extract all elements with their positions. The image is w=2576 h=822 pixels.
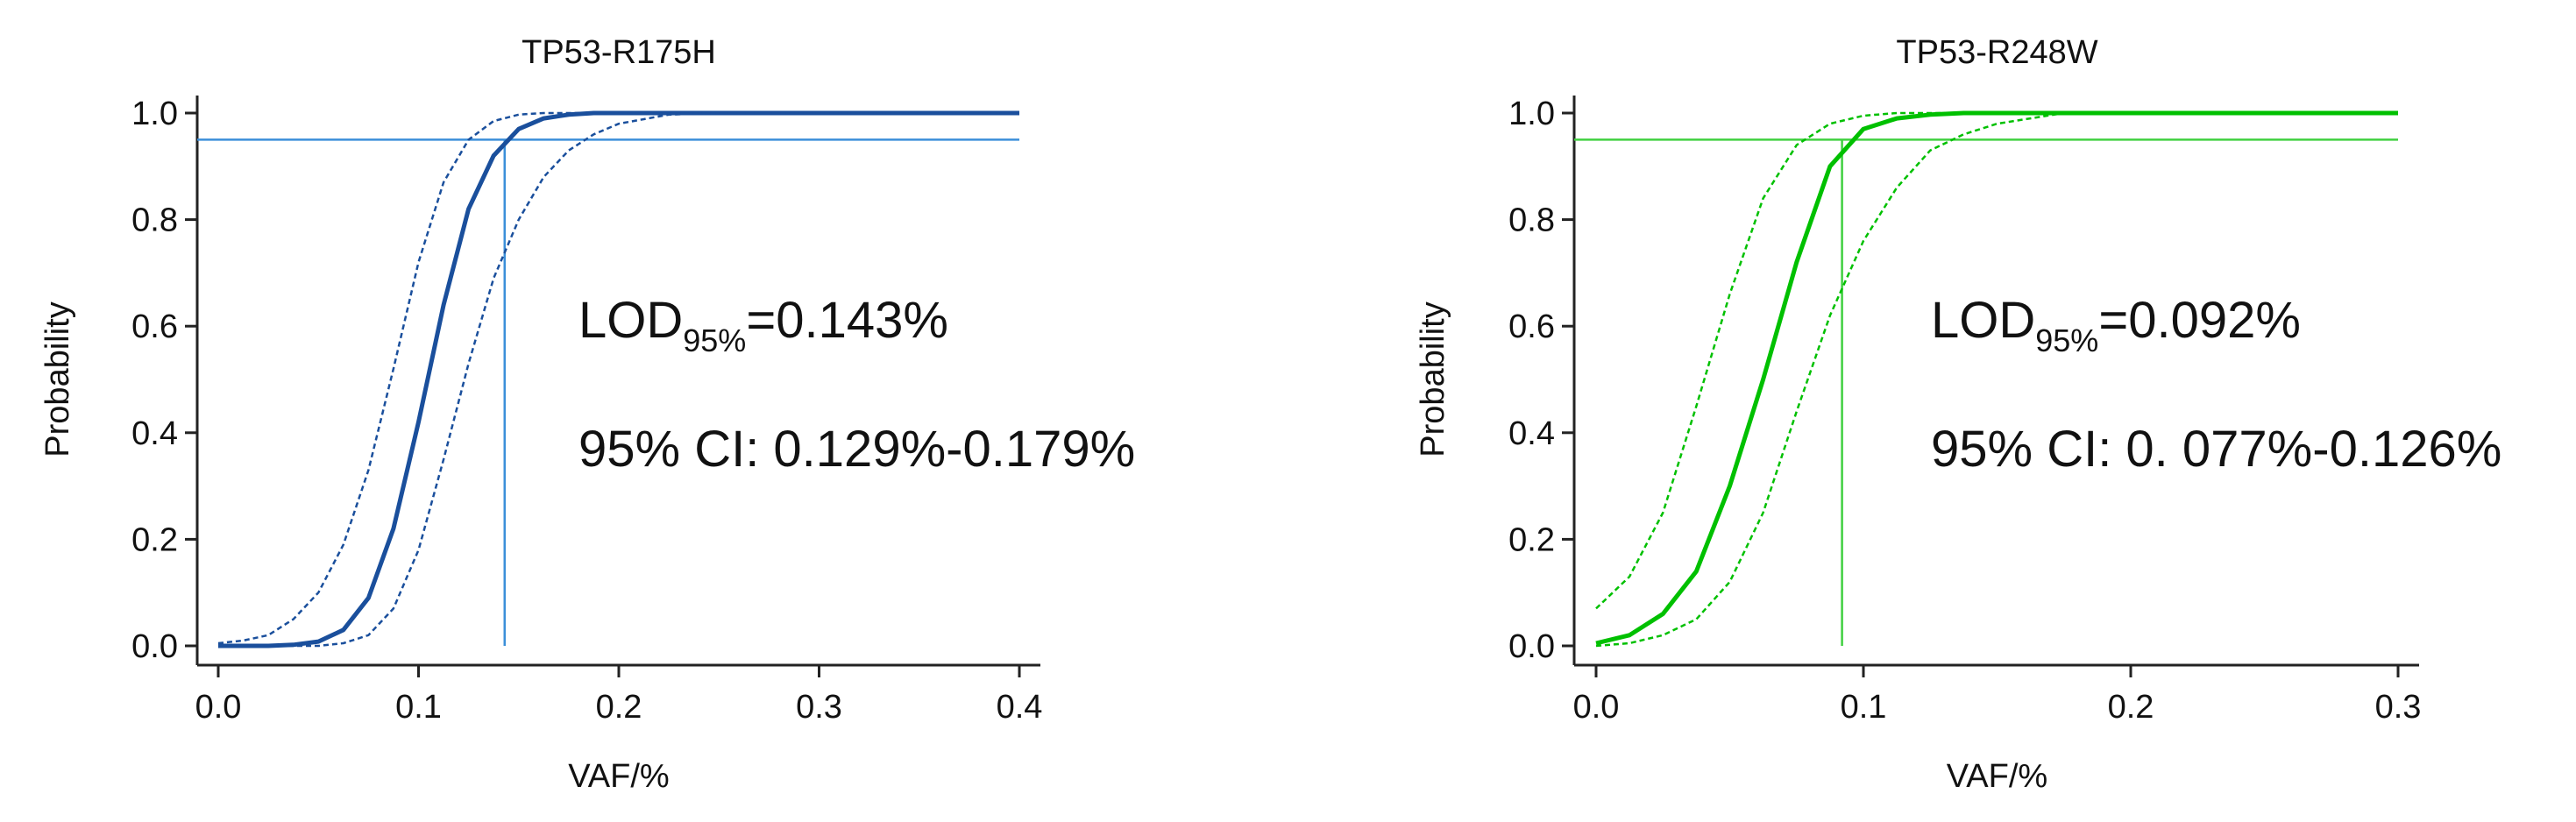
- ci-label: 95% CI: 0.129%-0.179%: [578, 421, 1135, 478]
- ci-curve: [1595, 111, 2398, 648]
- y-tick-label: 1.0: [1508, 96, 1555, 132]
- y-tick-label: 0.0: [131, 628, 178, 665]
- ci-curve: [1595, 111, 2398, 610]
- ci-label: 95% CI: 0. 077%-0.126%: [1931, 421, 2501, 478]
- y-tick-label: 1.0: [131, 96, 178, 132]
- x-tick-label: 0.2: [596, 689, 642, 726]
- y-tick-label: 0.6: [131, 308, 178, 345]
- y-tick-label: 0.6: [1508, 308, 1555, 345]
- x-tick-label: 0.0: [1573, 689, 1620, 726]
- lod-rest: =0.092%: [2098, 292, 2301, 349]
- x-axis-label: VAF/%: [568, 758, 669, 795]
- y-tick-label: 0.2: [1508, 521, 1555, 558]
- lod-label: LOD95%=0.143%: [578, 292, 948, 358]
- lod-rest: =0.143%: [746, 292, 948, 349]
- y-axis-label: Probability: [39, 301, 76, 457]
- y-tick-label: 0.8: [131, 202, 178, 239]
- lod-main: LOD: [1931, 292, 2035, 349]
- chart-title: TP53-R175H: [522, 34, 716, 71]
- y-tick-label: 0.2: [131, 521, 178, 558]
- chart: 0.0 0.2 0.4 0.6 0.8 1.0 0.0 0.1 0.2 0.3 0.4 TP53-R1…: [39, 34, 1135, 795]
- x-tick-label: 0.4: [997, 689, 1043, 726]
- y-tick-label: 0.4: [1508, 415, 1555, 452]
- ci-curve: [218, 111, 1019, 648]
- x-tick-label: 0.1: [395, 689, 442, 726]
- x-tick-label: 0.3: [796, 689, 842, 726]
- probit-curve: [218, 110, 1019, 648]
- x-tick-label: 0.0: [195, 689, 242, 726]
- lod-main: LOD: [578, 292, 683, 349]
- chart-title: TP53-R248W: [1896, 34, 2097, 71]
- lod-sub: 95%: [2035, 322, 2098, 358]
- y-tick-label: 0.0: [1508, 628, 1555, 665]
- x-axis-label: VAF/%: [1947, 758, 2047, 795]
- y-tick-label: 0.4: [131, 415, 178, 452]
- y-tick-label: 0.8: [1508, 202, 1555, 239]
- x-tick-label: 0.3: [2375, 689, 2422, 726]
- y-axis-label: Probability: [1415, 301, 1451, 457]
- x-tick-label: 0.2: [2108, 689, 2154, 726]
- lod-label: LOD95%=0.092%: [1931, 292, 2301, 358]
- x-tick-label: 0.1: [1841, 689, 1887, 726]
- lod-sub: 95%: [683, 322, 746, 358]
- probit-curve: [1595, 110, 2398, 646]
- chart: 0.0 0.2 0.4 0.6 0.8 1.0 0.0 0.1 0.2 0.3 TP53-R248W…: [1415, 34, 2501, 795]
- ci-curve: [217, 111, 1019, 645]
